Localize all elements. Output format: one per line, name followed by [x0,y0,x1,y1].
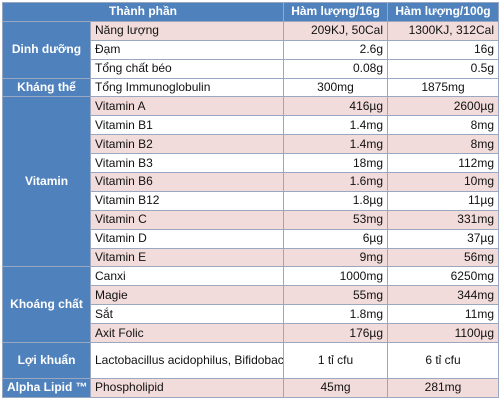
value-per-16g: 1 tỉ cfu [283,342,388,380]
table-row: Vitamin B6 1.6mg 10mg [3,172,499,192]
table-row: Tổng chất béo 0.08g 0.5g [3,58,499,79]
nutrient-name: Đạm [90,39,284,60]
header-per-100g: Hàm lượng/100g [387,2,499,22]
value-per-100g: 11µg [387,190,499,211]
nutrient-name: Vitamin B3 [90,153,284,174]
table-row: Vitamin B12 1.8µg 11µg [3,190,499,211]
nutrient-name: Vitamin D [90,228,284,249]
category-cell-alpha-lipid: Alpha Lipid ™ [2,378,91,398]
value-per-16g: 1.4mg [283,134,388,155]
value-per-100g: 0.5g [387,58,499,79]
value-per-16g: 0.08g [283,58,388,79]
value-per-16g: 45mg [283,378,388,398]
table-row: Lợi khuẩn Lactobacillus acidophilus, Bif… [2,342,499,380]
value-per-100g: 6250mg [387,266,499,287]
nutrient-name: Năng lượng [90,20,284,41]
header-per-16g: Hàm lượng/16g [283,2,388,22]
value-per-100g: 2600µg [387,96,499,117]
value-per-100g: 37µg [387,228,499,249]
value-per-100g: 1100µg [387,323,499,344]
value-per-100g: 281mg [387,378,499,398]
value-per-16g: 6µg [283,228,388,249]
value-per-100g: 56mg [387,247,499,268]
nutrient-name: Vitamin B6 [90,172,284,192]
value-per-16g: 1000mg [283,266,388,287]
nutrient-name: Sắt [90,304,284,325]
nutrient-name: Vitamin B1 [90,115,284,136]
category-cell-vitamin: Vitamin [2,96,91,268]
value-per-100g: 1875mg [387,77,499,98]
table-row: Vitamin D 6µg 37µg [3,228,499,249]
header-component: Thành phần [2,2,284,22]
value-per-16g: 53mg [283,209,388,230]
table-row: Magie 55mg 344mg [3,285,499,306]
value-per-100g: 8mg [387,134,499,155]
category-cell-probiotics: Lợi khuẩn [2,342,91,380]
nutrient-name: Vitamin C [90,209,284,230]
nutrient-name: Tổng chất béo [90,58,284,79]
value-per-16g: 2.6g [283,39,388,60]
value-per-16g: 209KJ, 50Cal [283,20,388,41]
value-per-16g: 55mg [283,285,388,306]
table-row: Vitamin B3 18mg 112mg [3,153,499,174]
category-cell-minerals: Khoáng chất [2,266,91,344]
value-per-100g: 6 tỉ cfu [387,342,499,380]
table-row: Vitamin E 9mg 56mg [3,247,499,268]
value-per-16g: 1.8mg [283,304,388,325]
nutrient-name: Vitamin B12 [90,190,284,211]
nutrient-name: Lactobacillus acidophilus, Bifidobacteri… [90,342,284,380]
table-row: Alpha Lipid ™ Phospholipid 45mg 281mg [2,378,499,398]
nutrition-table: Thành phần Hàm lượng/16g Hàm lượng/100g … [2,2,499,398]
table-row: Vitamin C 53mg 331mg [3,209,499,230]
value-per-16g: 300mg [283,77,388,98]
nutrient-name: Tổng Immunoglobulin [90,77,284,98]
value-per-16g: 18mg [283,153,388,174]
table-row: Vitamin Vitamin A 416µg 2600µg [2,96,499,268]
value-per-16g: 1.6mg [283,172,388,192]
nutrient-name: Vitamin A [90,96,284,117]
table-row: Sắt 1.8mg 11mg [3,304,499,325]
value-per-16g: 1.8µg [283,190,388,211]
nutrient-name: Vitamin B2 [90,134,284,155]
value-per-100g: 331mg [387,209,499,230]
table-row: Vitamin B2 1.4mg 8mg [3,134,499,155]
table-row: Đạm 2.6g 16g [3,39,499,60]
value-per-16g: 176µg [283,323,388,344]
value-per-100g: 10mg [387,172,499,192]
value-per-16g: 9mg [283,247,388,268]
nutrient-name: Magie [90,285,284,306]
value-per-100g: 1300KJ, 312Cal [387,20,499,41]
nutrient-name: Axit Folic [90,323,284,344]
value-per-100g: 344mg [387,285,499,306]
table-row: Kháng thể Tổng Immunoglobulin 300mg 1875… [2,77,499,98]
table-row: Dinh dưỡng Năng lượng 209KJ, 50Cal 1300K… [2,20,499,79]
nutrient-name: Canxi [90,266,284,287]
nutrient-name: Phospholipid [90,378,284,398]
value-per-16g: 1.4mg [283,115,388,136]
value-per-100g: 112mg [387,153,499,174]
category-cell-antibodies: Kháng thể [2,77,91,98]
value-per-100g: 16g [387,39,499,60]
value-per-100g: 8mg [387,115,499,136]
value-per-16g: 416µg [283,96,388,117]
value-per-100g: 11mg [387,304,499,325]
nutrient-name: Vitamin E [90,247,284,268]
table-row: Axit Folic 176µg 1100µg [3,323,499,344]
header-row: Thành phần Hàm lượng/16g Hàm lượng/100g [2,2,499,22]
table-row: Khoáng chất Canxi 1000mg 6250mg [2,266,499,344]
category-cell-nutrition: Dinh dưỡng [2,20,91,79]
